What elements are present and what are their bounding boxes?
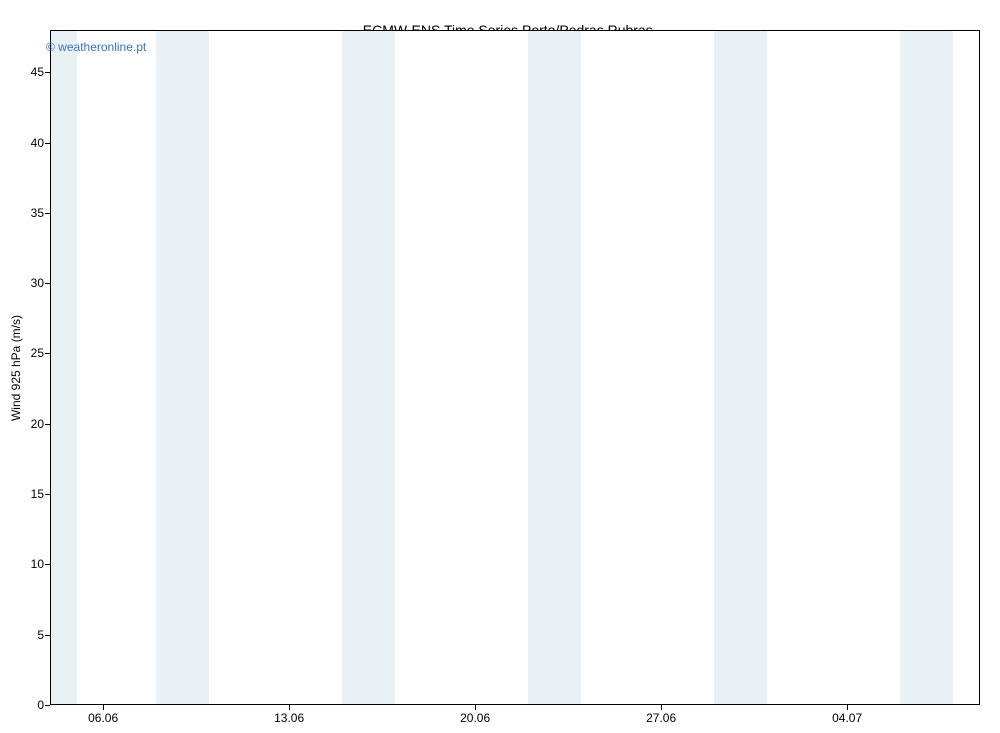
weekend-band — [50, 30, 77, 705]
y-tick-label: 5 — [37, 628, 44, 642]
y-tick-label: 40 — [31, 136, 44, 150]
y-tick-mark — [45, 353, 50, 354]
weekend-band — [156, 30, 209, 705]
y-tick-label: 30 — [31, 276, 44, 290]
y-tick-mark — [45, 283, 50, 284]
y-tick-label: 0 — [37, 698, 44, 712]
watermark: © weatheronline.pt — [46, 40, 146, 54]
x-tick-mark — [475, 705, 476, 710]
y-tick-label: 35 — [31, 206, 44, 220]
x-tick-mark — [847, 705, 848, 710]
weekend-band — [528, 30, 581, 705]
weekend-band — [342, 30, 395, 705]
y-tick-mark — [45, 213, 50, 214]
plot-area: 05101520253035404506.0613.0620.0627.0604… — [50, 30, 980, 705]
x-tick-label: 13.06 — [274, 711, 304, 725]
y-axis-label: Wind 925 hPa (m/s) — [9, 314, 23, 420]
weekend-band — [900, 30, 953, 705]
x-tick-label: 20.06 — [460, 711, 490, 725]
x-tick-label: 04.07 — [832, 711, 862, 725]
x-tick-label: 27.06 — [646, 711, 676, 725]
chart-container: ECMW-ENS Time Series Porto/Pedras Rubras… — [0, 0, 1000, 733]
y-tick-mark — [45, 635, 50, 636]
y-tick-mark — [45, 705, 50, 706]
y-tick-mark — [45, 143, 50, 144]
y-tick-mark — [45, 564, 50, 565]
y-tick-mark — [45, 494, 50, 495]
x-tick-label: 06.06 — [88, 711, 118, 725]
y-tick-mark — [45, 424, 50, 425]
y-tick-label: 20 — [31, 417, 44, 431]
y-tick-label: 25 — [31, 346, 44, 360]
y-tick-label: 10 — [31, 557, 44, 571]
x-tick-mark — [289, 705, 290, 710]
x-tick-mark — [103, 705, 104, 710]
weekend-band — [714, 30, 767, 705]
y-tick-label: 45 — [31, 65, 44, 79]
x-tick-mark — [661, 705, 662, 710]
y-tick-mark — [45, 72, 50, 73]
y-tick-label: 15 — [31, 487, 44, 501]
